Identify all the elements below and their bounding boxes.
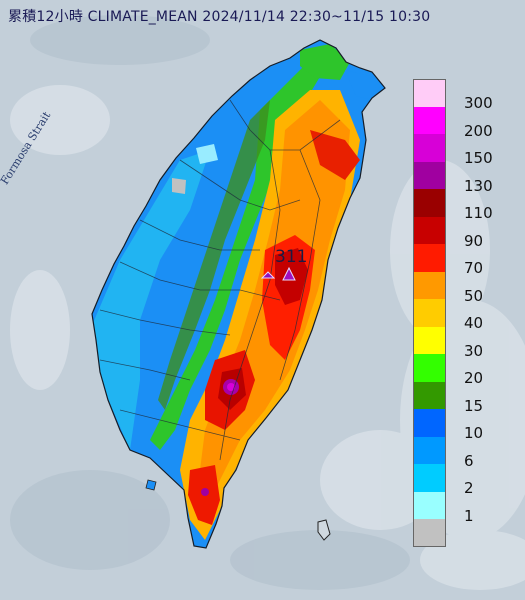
legend-row: 110 — [413, 189, 513, 222]
legend-row: 1 — [413, 491, 513, 525]
legend-label: 200 — [464, 121, 493, 140]
legend-swatch — [413, 436, 446, 464]
green-island — [317, 519, 331, 541]
legend-row: 50 — [413, 271, 513, 305]
peak-130mm-south — [201, 488, 209, 496]
legend-swatch — [413, 244, 446, 272]
legend-swatch — [413, 161, 446, 189]
legend-swatch — [413, 216, 446, 244]
legend-label: 300 — [464, 94, 493, 112]
legend-row: 90 — [413, 216, 513, 250]
legend-row: 300 — [413, 79, 513, 112]
legend-label: 70 — [464, 259, 484, 277]
legend-swatch — [413, 354, 446, 382]
legend-swatch — [413, 519, 446, 547]
peak-150mm — [227, 383, 235, 391]
legend-swatch — [413, 79, 446, 107]
legend-label: 20 — [464, 369, 484, 387]
legend-row: 15 — [413, 381, 513, 415]
legend-swatch — [413, 491, 446, 519]
legend: 300 200 150 130 110 90 70 50 40 30 20 15 10 6 2 1 — [413, 79, 513, 547]
legend-swatch — [413, 189, 446, 217]
legend-row: 200 — [413, 106, 513, 140]
zone-2mm — [92, 150, 210, 450]
peak-value-label: 311 — [275, 247, 308, 267]
peak-station-marker — [282, 266, 296, 281]
zone-70mm-north — [310, 130, 360, 180]
map-title: 累積12小時 CLIMATE_MEAN 2024/11/14 22:30~11/… — [8, 9, 431, 25]
legend-label: 150 — [464, 149, 493, 167]
legend-label: 40 — [464, 314, 484, 332]
station-marker — [260, 271, 276, 279]
legend-row: 6 — [413, 436, 513, 470]
legend-label: 50 — [464, 286, 484, 305]
legend-label: 1 — [464, 506, 474, 525]
rainfall-field — [92, 44, 378, 540]
legend-swatch — [413, 381, 446, 409]
zone-20mm — [150, 60, 330, 450]
legend-row: 40 — [413, 299, 513, 332]
legend-swatch — [413, 134, 446, 162]
legend-swatch — [413, 299, 446, 327]
legend-row: 150 — [413, 134, 513, 167]
legend-label: 6 — [464, 451, 474, 470]
legend-row: 20 — [413, 354, 513, 387]
legend-swatch — [413, 326, 446, 354]
legend-swatch — [413, 106, 446, 134]
zone-no-rain — [172, 178, 186, 194]
legend-label: 2 — [464, 479, 474, 497]
legend-label: 110 — [464, 204, 493, 222]
legend-row — [413, 519, 513, 547]
legend-swatch — [413, 271, 446, 299]
cloud-texture-dark — [10, 15, 410, 590]
zone-1mm — [196, 144, 218, 164]
legend-row: 30 — [413, 326, 513, 360]
legend-row: 70 — [413, 244, 513, 277]
lanyu-island — [145, 479, 157, 491]
legend-swatch — [413, 409, 446, 437]
island-outline — [91, 39, 386, 549]
zone-15mm — [158, 100, 270, 410]
legend-swatch — [413, 464, 446, 492]
legend-row: 10 — [413, 409, 513, 442]
legend-label: 30 — [464, 341, 484, 360]
zone-north-tip — [300, 44, 350, 80]
legend-label: 15 — [464, 396, 484, 415]
legend-row: 2 — [413, 464, 513, 497]
county-boundaries — [99, 99, 341, 461]
legend-label: 10 — [464, 424, 484, 442]
zone-ne-coast — [345, 70, 378, 100]
legend-row: 130 — [413, 161, 513, 195]
legend-label: 130 — [464, 176, 493, 195]
legend-label: 90 — [464, 231, 484, 250]
